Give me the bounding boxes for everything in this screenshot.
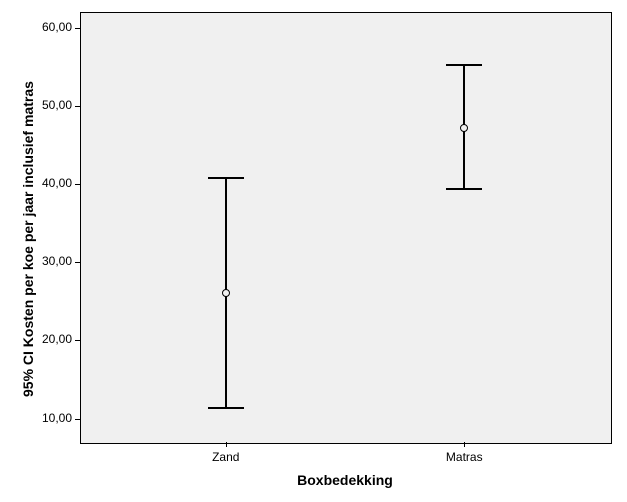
y-tick-mark (75, 28, 80, 29)
error-bar-cap-low (446, 188, 482, 190)
x-axis-title: Boxbedekking (80, 472, 610, 488)
x-tick-label: Zand (186, 450, 266, 464)
y-tick-mark (75, 262, 80, 263)
y-tick-label: 50,00 (32, 98, 72, 112)
y-tick-mark (75, 340, 80, 341)
y-axis-title: 95% CI Kosten per koe per jaar inclusief… (20, 81, 36, 397)
y-tick-label: 20,00 (32, 332, 72, 346)
error-bar-cap-low (208, 407, 244, 409)
error-bar-mean-marker (460, 124, 468, 132)
y-tick-mark (75, 106, 80, 107)
y-tick-mark (75, 184, 80, 185)
error-bar-cap-high (208, 177, 244, 179)
y-tick-label: 60,00 (32, 20, 72, 34)
plot-area (80, 12, 612, 444)
y-tick-label: 30,00 (32, 254, 72, 268)
x-tick-mark (464, 442, 465, 447)
error-bar-cap-high (446, 64, 482, 66)
error-bar-chart: 95% CI Kosten per koe per jaar inclusief… (0, 0, 627, 502)
y-tick-label: 40,00 (32, 176, 72, 190)
y-tick-label: 10,00 (32, 411, 72, 425)
x-tick-mark (226, 442, 227, 447)
x-tick-label: Matras (424, 450, 504, 464)
y-tick-mark (75, 419, 80, 420)
